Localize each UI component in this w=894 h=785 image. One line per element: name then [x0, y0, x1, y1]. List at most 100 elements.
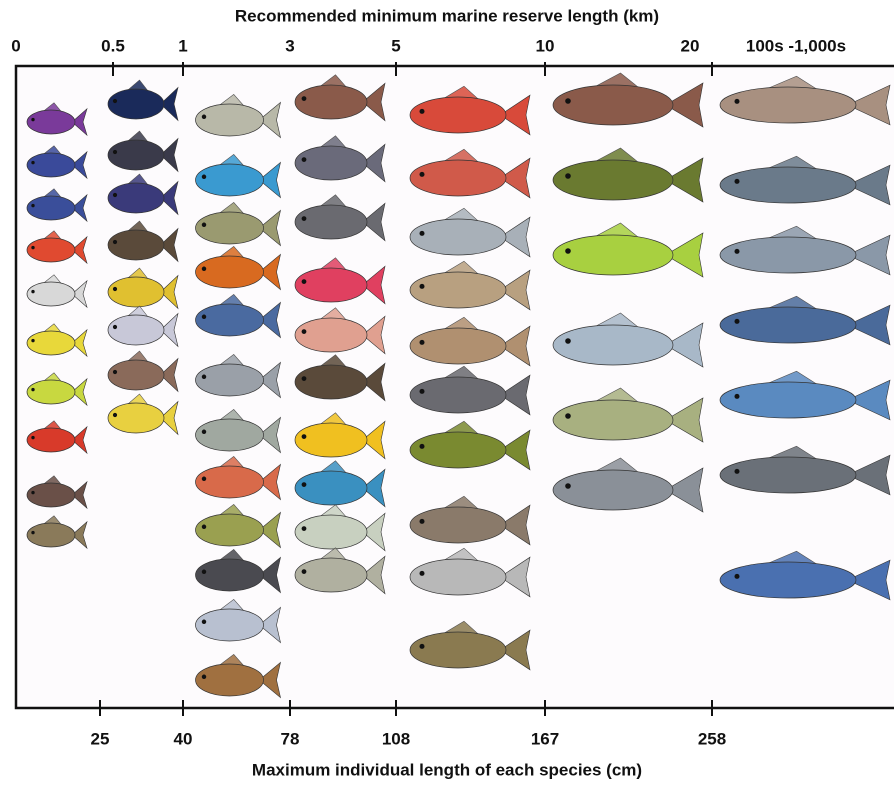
fish: [719, 445, 891, 496]
fish-eye: [301, 329, 307, 334]
fish-tail: [664, 157, 704, 203]
fish-tail: [362, 512, 386, 552]
fish-eye: [419, 171, 425, 177]
fish: [294, 412, 386, 460]
fish-eye: [419, 108, 425, 114]
fish: [409, 260, 531, 311]
fish-tail: [499, 556, 531, 598]
fish-eye: [112, 149, 118, 155]
fish-body: [409, 631, 507, 669]
fish: [294, 504, 386, 552]
fish-eye: [419, 518, 425, 524]
fish: [195, 653, 281, 699]
fish-eye: [31, 530, 35, 535]
fish-tail: [71, 107, 88, 137]
fish-tail: [258, 556, 281, 594]
fish-body: [719, 306, 857, 344]
fish-tail: [160, 137, 179, 173]
fish-eye: [734, 98, 740, 104]
fish-eye: [565, 98, 571, 104]
fish: [107, 220, 179, 263]
fish-body: [195, 303, 264, 337]
fish-eye: [301, 96, 307, 101]
fish: [719, 550, 891, 601]
fish: [195, 598, 281, 644]
top-tick-label: 0.5: [101, 36, 125, 55]
fish-body: [409, 506, 507, 544]
fish-tail: [71, 377, 88, 407]
fish-eye: [201, 569, 207, 575]
fish-body: [26, 379, 76, 405]
fish-body: [409, 218, 507, 256]
fish-body: [195, 163, 264, 197]
fish-tail: [664, 467, 704, 513]
fish-body: [409, 558, 507, 596]
top-tick-label: 20: [681, 36, 700, 55]
fish-tail: [499, 629, 531, 671]
fish-body: [26, 195, 76, 221]
fish-tail: [160, 312, 179, 348]
fish-eye: [734, 318, 740, 324]
fish: [719, 295, 891, 346]
fish: [409, 207, 531, 258]
fish: [107, 79, 179, 122]
fish-body: [294, 364, 368, 400]
fish-eye: [565, 248, 571, 254]
fish-eye: [301, 376, 307, 381]
fish-body: [107, 402, 165, 434]
fish-body: [409, 376, 507, 414]
fish: [409, 620, 531, 671]
fish-eye: [201, 266, 207, 272]
top-tick-label: 1: [178, 36, 187, 55]
fish-tail: [71, 480, 88, 510]
fish: [195, 153, 281, 199]
fish-body: [26, 330, 76, 356]
fish: [552, 222, 704, 278]
fish: [26, 420, 88, 455]
fish-body: [195, 465, 264, 499]
fish: [195, 353, 281, 399]
fish-body: [552, 159, 674, 201]
fish-tail: [258, 161, 281, 199]
fish-tail: [258, 463, 281, 501]
fish-tail: [846, 234, 891, 276]
fish-body: [195, 363, 264, 397]
fish-body: [294, 422, 368, 458]
fish-tail: [258, 606, 281, 644]
fish-body: [409, 327, 507, 365]
fish: [107, 305, 179, 348]
fish-eye: [734, 393, 740, 399]
bottom-tick-label: 167: [531, 729, 559, 748]
fish: [107, 130, 179, 173]
fish-tail: [664, 232, 704, 278]
top-tick-label: 100s -1,000s: [746, 36, 846, 55]
fish-eye: [201, 476, 207, 482]
fish: [26, 274, 88, 309]
fish-eye: [565, 413, 571, 419]
fish-eye: [112, 192, 118, 198]
fish-body: [107, 359, 165, 391]
fish-tail: [362, 555, 386, 595]
fish-tail: [71, 520, 88, 550]
top-axis-title: Recommended minimum marine reserve lengt…: [235, 6, 659, 25]
fish: [107, 173, 179, 216]
fish: [26, 145, 88, 180]
top-tick-label: 0: [11, 36, 20, 55]
fish-body: [719, 561, 857, 599]
fish-body: [552, 469, 674, 511]
bottom-tick-label: 108: [382, 729, 410, 748]
fish: [552, 147, 704, 203]
fish-body: [409, 431, 507, 469]
fish: [107, 350, 179, 393]
fish-eye: [201, 619, 207, 625]
fish: [26, 102, 88, 137]
fish-tail: [71, 150, 88, 180]
fish-eye: [419, 339, 425, 345]
fish-eye: [31, 387, 35, 392]
fish: [552, 387, 704, 443]
fish: [409, 495, 531, 546]
fish-tail: [499, 216, 531, 258]
fish-tail: [362, 143, 386, 183]
fish-eye: [419, 443, 425, 449]
fish-eye: [201, 174, 207, 180]
